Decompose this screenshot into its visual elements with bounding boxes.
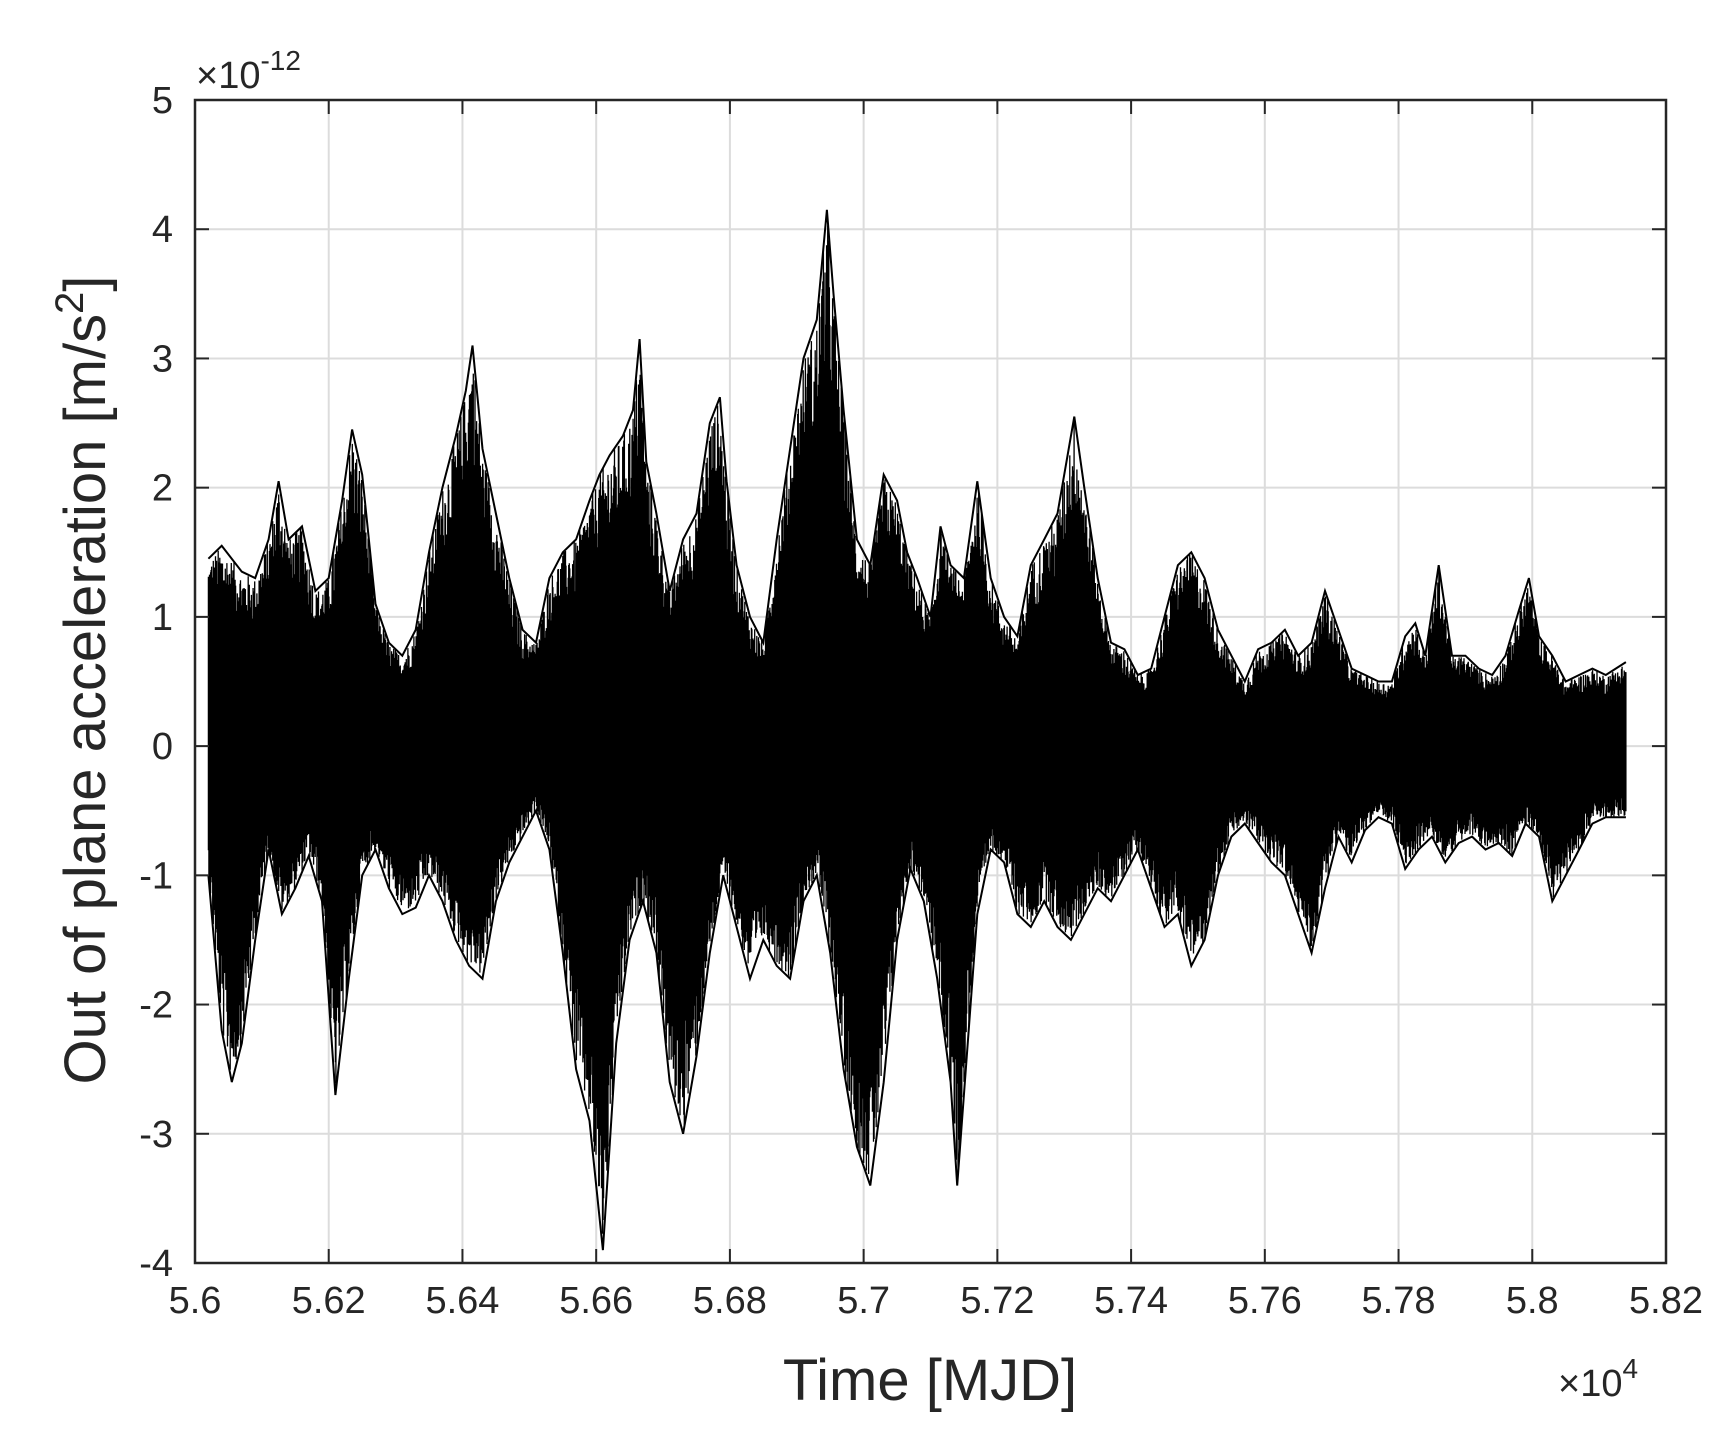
x-tick-label: 5.74 (1094, 1280, 1168, 1322)
y-tick-label: 2 (152, 468, 173, 510)
y-multiplier-exponent: -12 (260, 45, 300, 76)
x-tick-label: 5.68 (693, 1280, 767, 1322)
x-tick-label: 5.78 (1362, 1280, 1436, 1322)
y-tick-label: -2 (139, 985, 173, 1027)
y-axis-label-superscript: 2 (48, 292, 92, 314)
y-tick-label: -1 (139, 855, 173, 897)
x-tick-label: 5.82 (1629, 1280, 1703, 1322)
x-tick-label: 5.66 (559, 1280, 633, 1322)
x-tick-label: 5.7 (837, 1280, 890, 1322)
x-tick-label: 5.72 (960, 1280, 1034, 1322)
y-tick-label: -4 (139, 1243, 173, 1285)
plot-frame (193, 98, 1668, 1265)
x-tick-label: 5.76 (1228, 1280, 1302, 1322)
x-tick-label: 5.6 (169, 1280, 222, 1322)
x-axis-multiplier: ×104 (1558, 1353, 1638, 1405)
x-multiplier-exponent: 4 (1622, 1353, 1638, 1384)
y-axis-label-main: Out of plane acceleration [m/s (53, 314, 118, 1085)
y-tick-label: 0 (152, 726, 173, 768)
upper-envelope-line (207, 209, 1627, 684)
x-tick-label: 5.8 (1506, 1280, 1559, 1322)
y-axis-label-end: ] (53, 276, 118, 292)
y-tick-label: -3 (139, 1114, 173, 1156)
y-axis-multiplier: ×10-12 (196, 45, 301, 97)
x-tick-label: 5.64 (425, 1280, 499, 1322)
y-tick-label: 3 (152, 338, 173, 380)
y-tick-label: 4 (152, 209, 173, 251)
y-axis-label: Out of plane acceleration [m/s2] (48, 276, 118, 1085)
lower-envelope-line (207, 808, 1626, 1251)
y-multiplier-base: ×10 (196, 55, 260, 97)
x-axis-label: Time [MJD] (783, 1348, 1077, 1413)
x-multiplier-base: ×10 (1558, 1363, 1622, 1405)
x-tick-label: 5.62 (292, 1280, 366, 1322)
tick-labels: 5.6 5.62 5.64 5.66 5.68 5.7 5.72 5.74 5.76 5.78 5.… (139, 80, 1703, 1322)
y-tick-label: 1 (152, 597, 173, 639)
y-tick-label: 5 (152, 80, 173, 122)
series-core-band (208, 426, 1626, 1052)
acceleration-series (207, 209, 1627, 1251)
